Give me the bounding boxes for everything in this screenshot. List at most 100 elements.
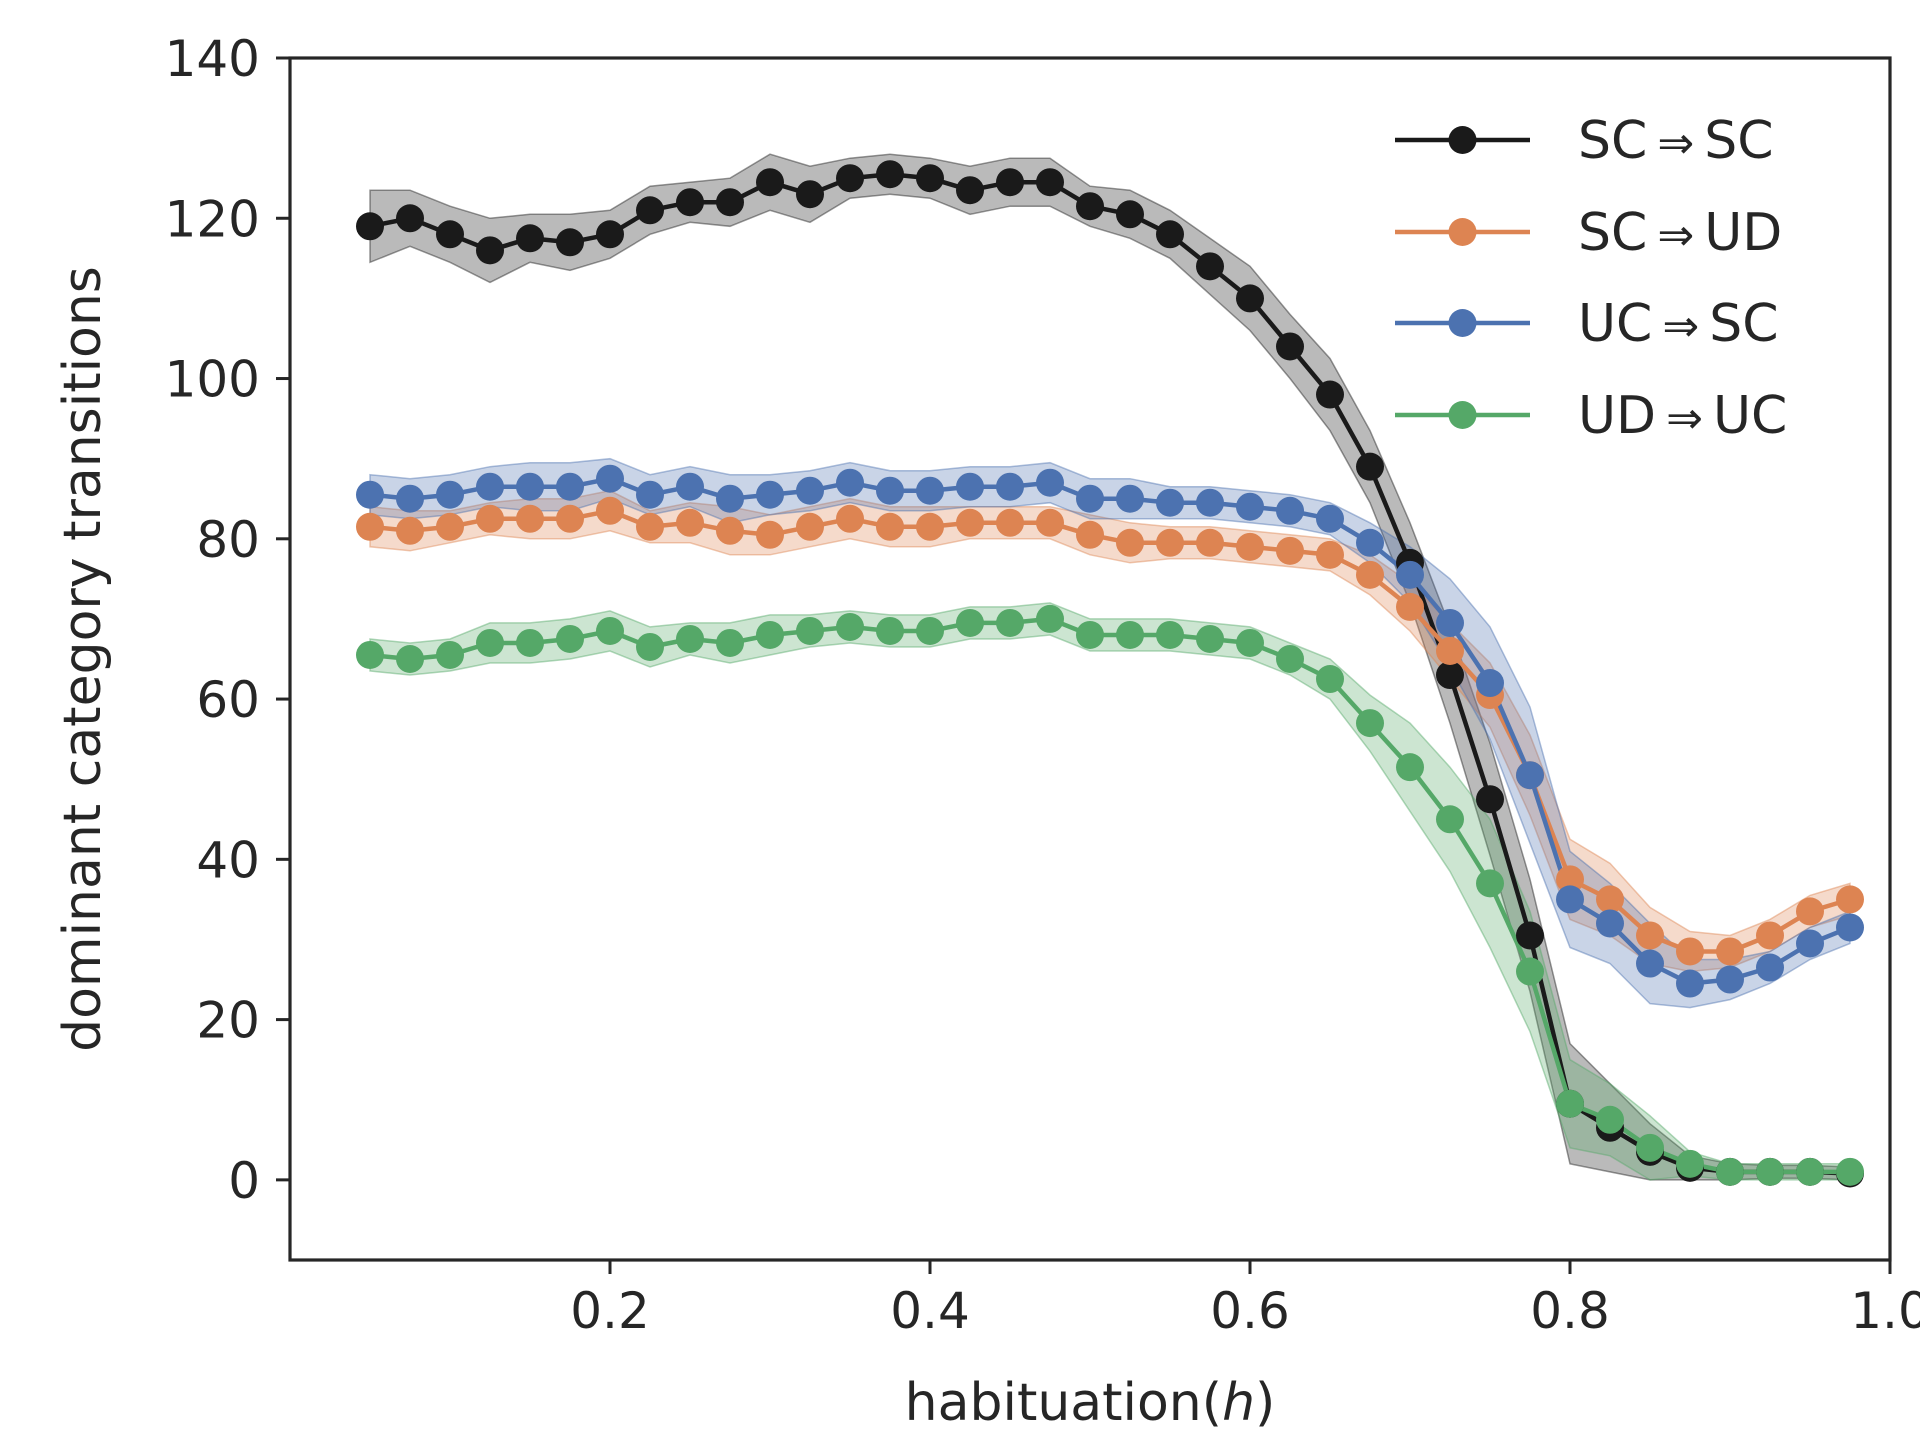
data-point <box>1236 628 1264 657</box>
data-point <box>1476 669 1504 698</box>
x-tick-label: 0.4 <box>890 1282 970 1340</box>
data-point <box>676 188 704 217</box>
legend-label: SC ⇒ SC <box>1578 111 1774 171</box>
data-point <box>1356 709 1384 738</box>
legend-marker <box>1448 126 1477 154</box>
data-point <box>1796 1157 1824 1186</box>
data-point <box>1276 536 1304 565</box>
data-point <box>1276 645 1304 673</box>
data-point <box>996 472 1024 501</box>
data-point <box>1676 937 1704 966</box>
data-point <box>1636 1133 1664 1162</box>
x-axis-label-var: h <box>1222 1373 1255 1433</box>
data-point <box>556 504 584 533</box>
data-point <box>516 224 544 253</box>
legend-label-arrow: ⇒ <box>1662 301 1699 352</box>
data-point <box>1796 897 1824 926</box>
data-point <box>796 180 824 209</box>
data-point <box>956 508 984 537</box>
x-axis-ticks: 0.2 0.4 0.6 0.8 1.0 <box>570 1260 1920 1340</box>
data-point <box>1636 921 1664 950</box>
data-point <box>876 616 904 645</box>
legend-label-left: UC <box>1578 294 1652 354</box>
data-point <box>1116 528 1144 557</box>
data-point <box>836 612 864 641</box>
legend-marker <box>1448 401 1477 429</box>
data-point <box>1716 1157 1744 1186</box>
data-point <box>716 628 744 657</box>
data-point <box>676 472 704 501</box>
data-point <box>1356 528 1384 557</box>
data-point <box>436 512 464 541</box>
x-axis-label-main: habituation( <box>905 1373 1222 1433</box>
data-point <box>1516 761 1544 790</box>
x-tick-label: 1.0 <box>1850 1282 1920 1340</box>
data-point <box>596 616 624 645</box>
data-point <box>356 212 384 241</box>
data-point <box>596 464 624 493</box>
data-point <box>876 512 904 541</box>
data-point <box>1676 969 1704 998</box>
confidence-band-1 <box>369 489 1851 973</box>
data-point <box>1116 484 1144 513</box>
data-point <box>1036 468 1064 497</box>
legend-label-left: UD <box>1578 386 1656 446</box>
data-point <box>1156 528 1184 557</box>
data-point <box>516 472 544 501</box>
data-point <box>836 468 864 497</box>
legend-label-arrow: ⇒ <box>1657 210 1694 261</box>
data-point <box>916 512 944 541</box>
y-tick-label: 100 <box>165 351 260 409</box>
data-point <box>1196 488 1224 517</box>
data-point <box>1836 913 1864 942</box>
data-point <box>1276 496 1304 525</box>
legend-label-right: SC <box>1709 294 1778 354</box>
data-point <box>1596 1105 1624 1134</box>
data-point <box>1196 624 1224 653</box>
data-point <box>716 516 744 545</box>
data-point <box>1036 508 1064 537</box>
data-point <box>1316 665 1344 694</box>
data-point <box>636 480 664 509</box>
data-point <box>1156 220 1184 249</box>
data-point <box>1716 937 1744 966</box>
y-tick-label: 60 <box>196 671 260 729</box>
legend-label: UC ⇒ SC <box>1578 294 1779 354</box>
data-point <box>1316 504 1344 533</box>
data-point <box>636 512 664 541</box>
data-point <box>996 168 1024 197</box>
data-point <box>1156 620 1184 649</box>
data-point <box>916 164 944 193</box>
legend-label: SC ⇒ UD <box>1578 203 1782 263</box>
data-point <box>1756 921 1784 950</box>
data-point <box>996 508 1024 537</box>
data-point <box>1436 805 1464 834</box>
data-point <box>596 496 624 525</box>
data-point <box>756 480 784 509</box>
data-point <box>1116 620 1144 649</box>
data-point <box>1436 608 1464 637</box>
data-point <box>836 164 864 193</box>
data-point <box>756 520 784 549</box>
data-point <box>436 640 464 669</box>
data-point <box>1076 620 1104 649</box>
data-point <box>476 472 504 501</box>
legend-entry-3: UD ⇒ UC <box>1395 386 1787 446</box>
data-point <box>956 176 984 205</box>
data-point <box>476 236 504 265</box>
data-point <box>996 608 1024 637</box>
data-point <box>1556 1089 1584 1118</box>
legend-marker <box>1448 218 1477 246</box>
data-point <box>1796 929 1824 958</box>
data-point <box>476 628 504 657</box>
legend-label: UD ⇒ UC <box>1578 386 1787 446</box>
data-point <box>1396 753 1424 782</box>
data-point <box>396 645 424 673</box>
y-tick-label: 120 <box>165 190 260 248</box>
y-tick-label: 80 <box>196 511 260 569</box>
data-point <box>1436 636 1464 665</box>
data-point <box>1116 200 1144 229</box>
data-point <box>1236 284 1264 313</box>
